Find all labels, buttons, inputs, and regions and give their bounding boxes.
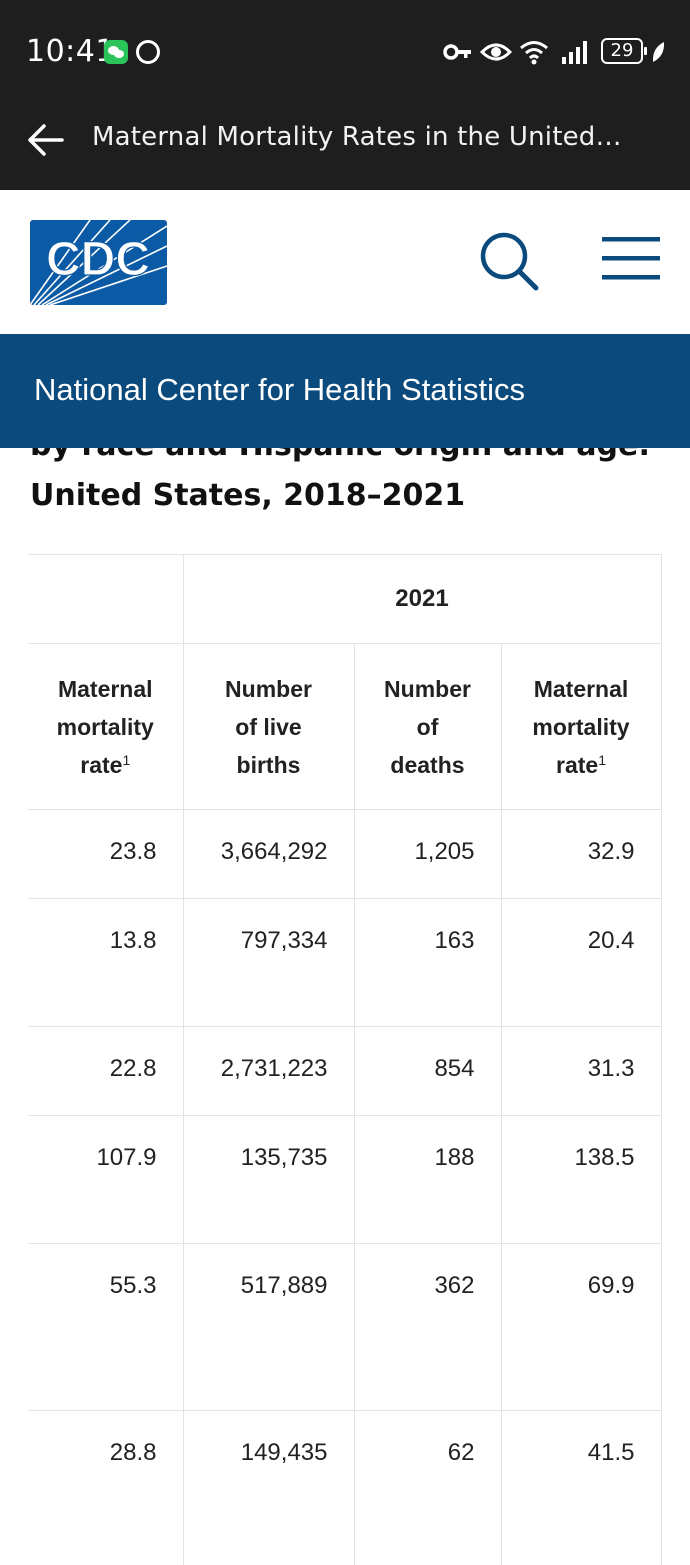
table-cell: 13.8: [28, 898, 184, 1027]
table-row: 28.8 149,435 62 41.5: [28, 1410, 662, 1565]
wechat-icon: [104, 40, 128, 64]
col-header-rate-2021: Maternal mortality rate1: [500, 643, 662, 810]
table-cell: 1,205: [353, 809, 502, 899]
table-cell: 797,334: [182, 898, 355, 1027]
table-cell: 854: [353, 1026, 502, 1116]
table-cell: 32.9: [500, 809, 662, 899]
table-corner-cell: [28, 554, 184, 644]
table-row: 55.3 517,889 362 69.9: [28, 1243, 662, 1411]
table-cell: 138.5: [500, 1115, 662, 1244]
site-header: CDC: [0, 190, 690, 334]
eye-icon: [480, 43, 512, 61]
table-cell: 41.5: [500, 1410, 662, 1565]
banner-text[interactable]: National Center for Health Statistics: [34, 372, 526, 407]
table-cell: 22.8: [28, 1026, 184, 1116]
table-cell: 20.4: [500, 898, 662, 1027]
table-cell: 149,435: [182, 1410, 355, 1565]
col-header-rate-prev: Maternal mortality rate1: [28, 643, 184, 810]
logo-text: CDC: [46, 233, 150, 286]
leaf-icon: [652, 42, 665, 62]
table-row: 22.8 2,731,223 854 31.3: [28, 1026, 662, 1116]
table-title: United States, 2018–2021: [30, 478, 466, 513]
status-bar: 10:41 29: [0, 0, 690, 100]
wifi-icon: [520, 41, 548, 65]
table-cell: 55.3: [28, 1243, 184, 1411]
back-arrow-icon[interactable]: [26, 120, 66, 160]
table-cell: 188: [353, 1115, 502, 1244]
table-header-row: Maternal mortality rate1 Number of live …: [28, 643, 662, 810]
table-cell: 2,731,223: [182, 1026, 355, 1116]
data-table: 2021 Maternal mortality rate1 Number of …: [28, 554, 662, 1565]
app-bar: Maternal Mortality Rates in the United S…: [0, 100, 690, 190]
notification-badge-icon: [136, 40, 160, 64]
table-cell: 28.8: [28, 1410, 184, 1565]
search-icon[interactable]: [478, 230, 540, 292]
table-cell: 163: [353, 898, 502, 1027]
table-cell: 3,664,292: [182, 809, 355, 899]
table-row: 13.8 797,334 163 20.4: [28, 898, 662, 1027]
table-cell: 69.9: [500, 1243, 662, 1411]
key-icon: [443, 44, 471, 60]
status-time: 10:41: [26, 34, 115, 69]
year-header: 2021: [182, 554, 662, 644]
col-header-deaths: Number of deaths: [353, 643, 502, 810]
table-cell: 23.8: [28, 809, 184, 899]
table-row: 23.8 3,664,292 1,205 32.9: [28, 809, 662, 899]
signal-icon: [562, 41, 587, 64]
col-header-live-births: Number of live births: [182, 643, 355, 810]
table-year-row: 2021: [28, 554, 662, 644]
page-title: Maternal Mortality Rates in the United S…: [92, 122, 622, 152]
table-cell: 107.9: [28, 1115, 184, 1244]
table-cell: 62: [353, 1410, 502, 1565]
nchs-banner[interactable]: National Center for Health Statistics: [0, 334, 690, 448]
table-cell: 517,889: [182, 1243, 355, 1411]
table-cell: 31.3: [500, 1026, 662, 1116]
cdc-logo[interactable]: CDC: [30, 220, 167, 305]
content-area: by race and Hispanic origin and age: Uni…: [0, 448, 690, 1565]
table-cell: 135,735: [182, 1115, 355, 1244]
table-row: 107.9 135,735 188 138.5: [28, 1115, 662, 1244]
table-title-partial: by race and Hispanic origin and age:: [30, 448, 650, 463]
table-cell: 362: [353, 1243, 502, 1411]
battery-icon: 29: [601, 38, 647, 64]
hamburger-menu-icon[interactable]: [602, 235, 660, 281]
